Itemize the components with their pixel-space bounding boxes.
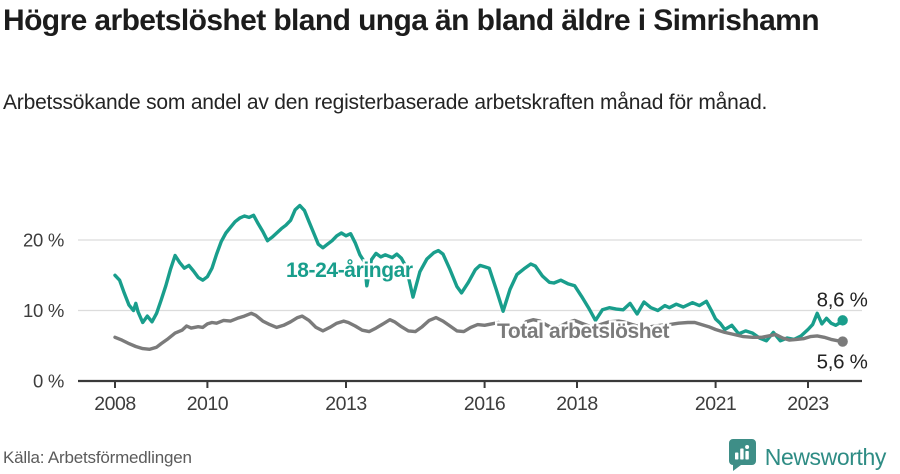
x-axis-tick-label: 2023	[787, 393, 828, 415]
series-line-young	[113, 203, 845, 343]
end-value-label: 5,6 %	[817, 351, 868, 374]
end-value-label: 8,6 %	[817, 288, 868, 311]
y-axis-tick-label: 10 %	[23, 300, 64, 321]
brand-name: Newsworthy	[764, 444, 887, 470]
series-label: Total arbetslöshet	[497, 320, 670, 343]
source-note: Källa: Arbetsförmedlingen	[3, 448, 192, 467]
x-axis-tick-label: 2021	[695, 393, 736, 415]
bar-chart-speech-bubble-icon	[728, 438, 757, 474]
newsworthy-brand-link[interactable]: Newsworthy	[728, 438, 886, 474]
x-axis-tick-label: 2013	[325, 393, 366, 415]
series-label: 18-24-åringar	[286, 259, 413, 282]
x-axis-tick-label: 2008	[94, 393, 135, 415]
series-end-dot	[837, 336, 848, 347]
x-axis-tick-label: 2016	[464, 393, 505, 415]
y-axis-tick-label: 20 %	[23, 230, 64, 251]
x-axis-tick-label: 2018	[556, 393, 597, 415]
y-axis-tick-label: 0 %	[33, 371, 64, 392]
chart-subtitle: Arbetssökande som andel av den registerb…	[3, 91, 768, 114]
page-title: Högre arbetslöshet bland unga än bland ä…	[3, 4, 820, 37]
series-end-dot	[837, 315, 848, 326]
footer: Källa: Arbetsförmedlingen Newsworthy	[0, 438, 900, 474]
series-line-total	[113, 311, 845, 351]
x-axis-tick-label: 2010	[187, 393, 229, 415]
